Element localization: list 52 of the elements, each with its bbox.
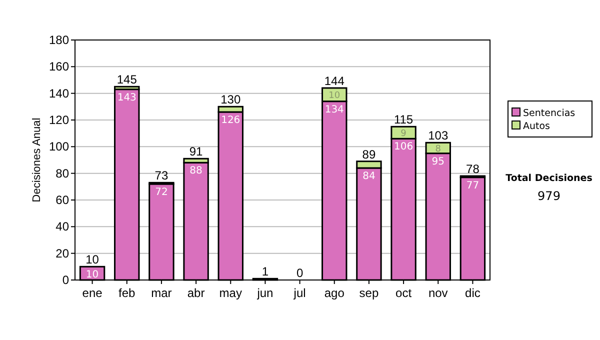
x-tick-label: jul — [292, 286, 306, 300]
data-label: 126 — [221, 115, 240, 126]
data-label: 134 — [324, 104, 344, 116]
total-label: 91 — [189, 144, 204, 159]
data-label: 106 — [394, 142, 414, 153]
x-tick-label: may — [219, 286, 242, 300]
y-tick-label: 100 — [48, 140, 70, 154]
data-label: 72 — [155, 187, 168, 198]
x-tick-label: abr — [187, 286, 205, 300]
data-label: 95 — [432, 156, 444, 168]
x-tick-label: sep — [359, 286, 379, 300]
total-label: 115 — [394, 112, 414, 127]
y-tick-label: 180 — [48, 33, 70, 47]
total-label: 10 — [86, 252, 100, 267]
x-tick-label: dic — [465, 286, 480, 300]
text: 979 — [538, 189, 560, 203]
x-tick-label: nov — [428, 286, 448, 300]
data-label: 10 — [86, 270, 99, 281]
x-tick-label: ene — [82, 286, 103, 300]
x-tick-label: ago — [324, 286, 345, 300]
y-tick-label: 0 — [62, 273, 70, 287]
total-label: 73 — [154, 168, 168, 183]
data-label: 88 — [190, 166, 202, 177]
legend-label: Sentencias — [523, 108, 576, 119]
total-label: 0 — [296, 266, 304, 280]
y-tick-label: 160 — [48, 60, 70, 74]
x-tick-label: feb — [118, 286, 136, 300]
y-tick-label: 20 — [56, 246, 70, 260]
text: Total Decisiones — [506, 173, 593, 184]
data-label: 8 — [435, 144, 442, 154]
y-tick-label: 140 — [48, 86, 70, 100]
total-label: 1 — [262, 264, 269, 279]
total-label: 78 — [466, 162, 480, 176]
data-label: 77 — [466, 180, 480, 192]
x-tick-label: oct — [396, 286, 412, 300]
total-label: 145 — [116, 72, 138, 87]
total-label: 103 — [428, 128, 448, 143]
y-tick-label: 60 — [56, 193, 70, 207]
legend-label: Autos — [523, 121, 550, 132]
y-axis-title: Decisiones Anual — [31, 118, 43, 202]
data-label: 143 — [117, 92, 136, 104]
total-label: 89 — [362, 147, 376, 162]
x-tick-label: jun — [256, 286, 274, 300]
data-label: 10 — [328, 91, 340, 102]
y-tick-label: 40 — [56, 220, 70, 234]
x-tick-label: mar — [151, 286, 172, 300]
data-label: 84 — [362, 171, 376, 182]
data-label: 9 — [400, 129, 407, 140]
total-label: 144 — [324, 74, 345, 88]
y-tick-label: 120 — [48, 113, 70, 127]
total-label: 130 — [220, 92, 241, 107]
y-tick-label: 80 — [56, 166, 70, 180]
